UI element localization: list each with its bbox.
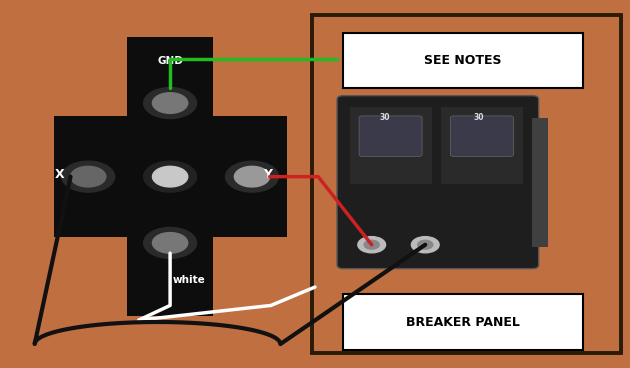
Circle shape	[144, 227, 197, 258]
FancyBboxPatch shape	[359, 116, 422, 156]
Text: SEE NOTES: SEE NOTES	[424, 54, 502, 67]
Circle shape	[144, 88, 197, 118]
Circle shape	[234, 166, 270, 187]
Text: white: white	[173, 275, 205, 285]
Bar	[532, 118, 548, 247]
Bar	[350, 107, 432, 184]
Circle shape	[364, 240, 379, 249]
Bar	[127, 37, 213, 316]
Circle shape	[152, 233, 188, 253]
Text: GND: GND	[157, 56, 183, 66]
Bar	[441, 107, 523, 184]
Circle shape	[152, 93, 188, 113]
Bar	[343, 294, 583, 350]
Circle shape	[152, 166, 188, 187]
Circle shape	[71, 166, 106, 187]
Circle shape	[358, 237, 386, 253]
Circle shape	[144, 161, 197, 192]
Text: 30: 30	[474, 113, 484, 121]
Text: X: X	[55, 168, 65, 181]
Text: 30: 30	[379, 113, 389, 121]
Circle shape	[226, 161, 278, 192]
Circle shape	[418, 240, 433, 249]
Text: BREAKER PANEL: BREAKER PANEL	[406, 315, 520, 329]
Circle shape	[411, 237, 439, 253]
Bar	[343, 33, 583, 88]
FancyBboxPatch shape	[337, 96, 539, 269]
FancyBboxPatch shape	[450, 116, 513, 156]
Text: Y: Y	[263, 168, 272, 181]
Bar	[54, 116, 287, 237]
Bar	[312, 15, 621, 353]
Circle shape	[62, 161, 115, 192]
